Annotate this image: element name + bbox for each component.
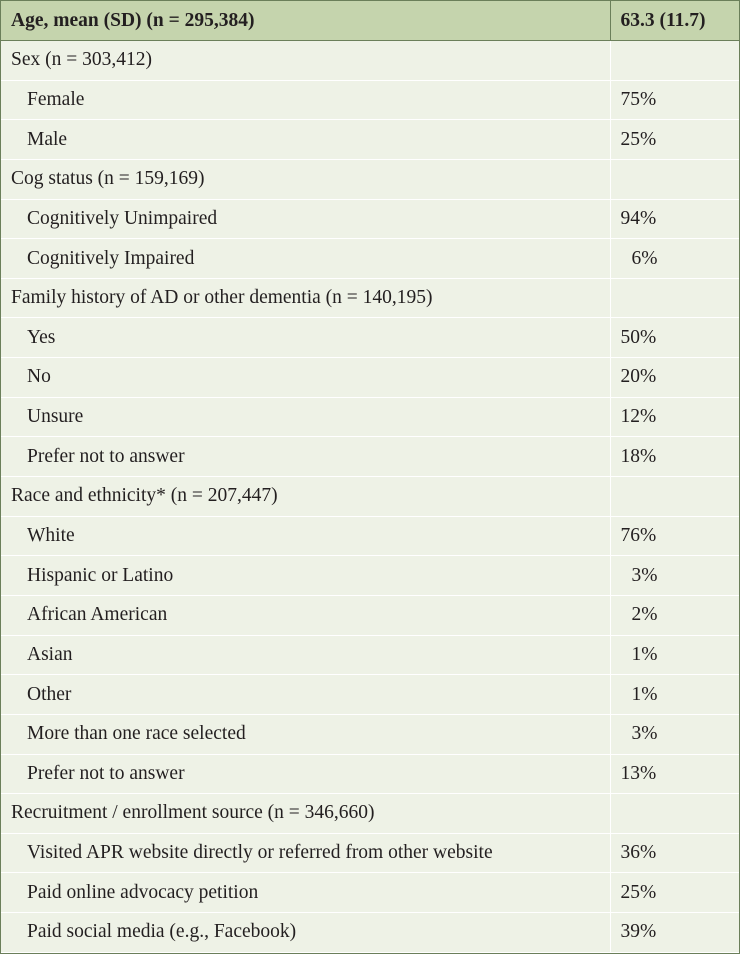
row-label: Female <box>1 80 610 121</box>
table-row: Other 1% <box>1 674 739 715</box>
table-row: White 76% <box>1 516 739 557</box>
section-row: Family history of AD or other dementia (… <box>1 278 739 319</box>
row-label: No <box>1 357 610 398</box>
section-row: Recruitment / enrollment source (n = 346… <box>1 793 739 834</box>
row-value: 2% <box>609 595 739 636</box>
row-value: 36% <box>609 833 739 874</box>
table-row: Male 25% <box>1 119 739 160</box>
section-label: Sex (n = 303,412) <box>1 40 610 81</box>
table-row: African American 2% <box>1 595 739 636</box>
row-value: 39% <box>609 912 739 953</box>
row-label: Cognitively Unimpaired <box>1 199 610 240</box>
row-value: 94% <box>609 199 739 240</box>
row-value: 1% <box>609 635 739 676</box>
row-value: 75% <box>609 80 739 121</box>
row-value: 12% <box>609 397 739 438</box>
row-label: White <box>1 516 610 557</box>
row-value: 25% <box>609 872 739 914</box>
row-value <box>609 159 739 200</box>
row-label: Male <box>1 119 610 160</box>
header-label: Age, mean (SD) (n = 295,384) <box>1 1 610 41</box>
table-row: Cognitively Unimpaired 94% <box>1 199 739 240</box>
row-label: Paid social media (e.g., Facebook) <box>1 912 610 953</box>
row-label: Other <box>1 674 610 715</box>
row-value: 13% <box>609 754 739 795</box>
row-value: 25% <box>609 119 739 160</box>
row-value: 76% <box>609 516 739 557</box>
table-row: Prefer not to answer 18% <box>1 436 739 478</box>
table-header-row: Age, mean (SD) (n = 295,384) 63.3 (11.7) <box>1 1 739 41</box>
table-row: More than one race selected 3% <box>1 714 739 755</box>
row-label: Cognitively Impaired <box>1 238 610 279</box>
table-row: No 20% <box>1 357 739 398</box>
table-row: Female 75% <box>1 80 739 121</box>
section-row: Cog status (n = 159,169) <box>1 159 739 200</box>
row-label: Unsure <box>1 397 610 438</box>
row-label: Visited APR website directly or referred… <box>1 833 610 874</box>
row-label: African American <box>1 595 610 636</box>
section-row: Race and ethnicity* (n = 207,447) <box>1 476 739 517</box>
table-row: Yes 50% <box>1 317 739 359</box>
table-row: Visited APR website directly or referred… <box>1 833 739 874</box>
section-label: Cog status (n = 159,169) <box>1 159 610 200</box>
table-row: Paid social media (e.g., Facebook) 39% <box>1 912 739 953</box>
section-row: Sex (n = 303,412) <box>1 40 739 81</box>
section-label: Race and ethnicity* (n = 207,447) <box>1 476 610 517</box>
row-label: Asian <box>1 635 610 676</box>
row-value <box>609 476 739 517</box>
header-value: 63.3 (11.7) <box>609 1 739 41</box>
row-value <box>609 40 739 81</box>
section-label: Recruitment / enrollment source (n = 346… <box>1 793 610 834</box>
table-row: Hispanic or Latino 3% <box>1 555 739 596</box>
row-label: Yes <box>1 317 610 359</box>
row-value: 20% <box>609 357 739 398</box>
row-value: 3% <box>609 555 739 596</box>
table-row: Cognitively Impaired 6% <box>1 238 739 279</box>
row-value: 50% <box>609 317 739 359</box>
row-value: 6% <box>609 238 739 279</box>
row-label: Prefer not to answer <box>1 754 610 795</box>
table-row: Prefer not to answer 13% <box>1 754 739 795</box>
row-label: Prefer not to answer <box>1 436 610 478</box>
row-value: 18% <box>609 436 739 478</box>
row-label: More than one race selected <box>1 714 610 755</box>
row-label: Hispanic or Latino <box>1 555 610 596</box>
table-row: Paid online advocacy petition 25% <box>1 872 739 914</box>
row-label: Paid online advocacy petition <box>1 872 610 914</box>
row-value <box>609 793 739 834</box>
table-row: Unsure 12% <box>1 397 739 438</box>
row-value: 3% <box>609 714 739 755</box>
table-row: Asian 1% <box>1 635 739 676</box>
section-label: Family history of AD or other dementia (… <box>1 278 610 319</box>
row-value: 1% <box>609 674 739 715</box>
row-value <box>609 278 739 319</box>
